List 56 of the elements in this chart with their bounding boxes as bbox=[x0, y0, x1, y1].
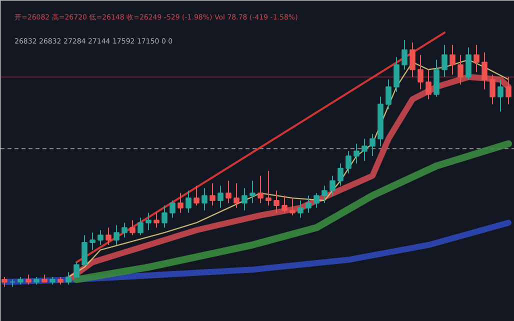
candlestick bbox=[162, 204, 168, 228]
candlestick bbox=[250, 180, 256, 204]
candlestick bbox=[314, 192, 320, 208]
candlestick bbox=[346, 150, 352, 174]
candlestick bbox=[266, 170, 272, 206]
candlestick bbox=[186, 190, 192, 214]
candlestick bbox=[338, 162, 344, 186]
candlestick bbox=[130, 220, 136, 236]
candlestick bbox=[458, 54, 464, 85]
candlestick bbox=[354, 143, 360, 164]
candlestick bbox=[82, 234, 88, 266]
candlestick bbox=[506, 76, 512, 105]
candlestick bbox=[258, 175, 264, 204]
candlestick bbox=[170, 200, 176, 218]
candlestick bbox=[178, 192, 184, 214]
candlestick bbox=[146, 212, 152, 231]
candlestick bbox=[290, 198, 296, 216]
candlestick bbox=[474, 44, 480, 73]
candlestick bbox=[402, 40, 408, 70]
candlestick bbox=[386, 79, 392, 110]
candlestick bbox=[2, 276, 8, 288]
candlestick bbox=[242, 188, 248, 211]
candlestick bbox=[306, 195, 312, 214]
candlestick bbox=[202, 188, 208, 211]
candlestick bbox=[66, 272, 72, 285]
candlestick bbox=[26, 274, 32, 285]
candlestick bbox=[138, 217, 144, 236]
candlestick bbox=[90, 232, 96, 250]
candlestick bbox=[298, 200, 304, 218]
candlestick bbox=[482, 52, 488, 90]
candlestick bbox=[226, 180, 232, 204]
candlestick bbox=[114, 224, 120, 246]
candlestick bbox=[282, 195, 288, 214]
candlestick bbox=[466, 46, 472, 80]
candlestick bbox=[418, 54, 424, 90]
candlestick bbox=[498, 79, 504, 112]
candlestick bbox=[322, 185, 328, 204]
candlestick bbox=[330, 175, 336, 196]
candlestick bbox=[490, 74, 496, 105]
candlestick bbox=[154, 212, 160, 228]
candlestick bbox=[410, 42, 416, 78]
candlestick bbox=[122, 222, 128, 238]
candlestick bbox=[234, 182, 240, 208]
candlestick bbox=[274, 190, 280, 214]
candlestick bbox=[194, 185, 200, 206]
candlestick bbox=[210, 182, 216, 206]
candlestick bbox=[362, 138, 368, 162]
candlestick bbox=[98, 230, 104, 246]
candlestick bbox=[442, 44, 448, 78]
candlestick bbox=[394, 56, 400, 92]
candlestick bbox=[218, 185, 224, 208]
candlestick bbox=[74, 262, 80, 278]
candlestick bbox=[426, 69, 432, 100]
candlestick bbox=[370, 133, 376, 157]
candlestick bbox=[106, 227, 112, 246]
candlestick bbox=[450, 44, 456, 76]
